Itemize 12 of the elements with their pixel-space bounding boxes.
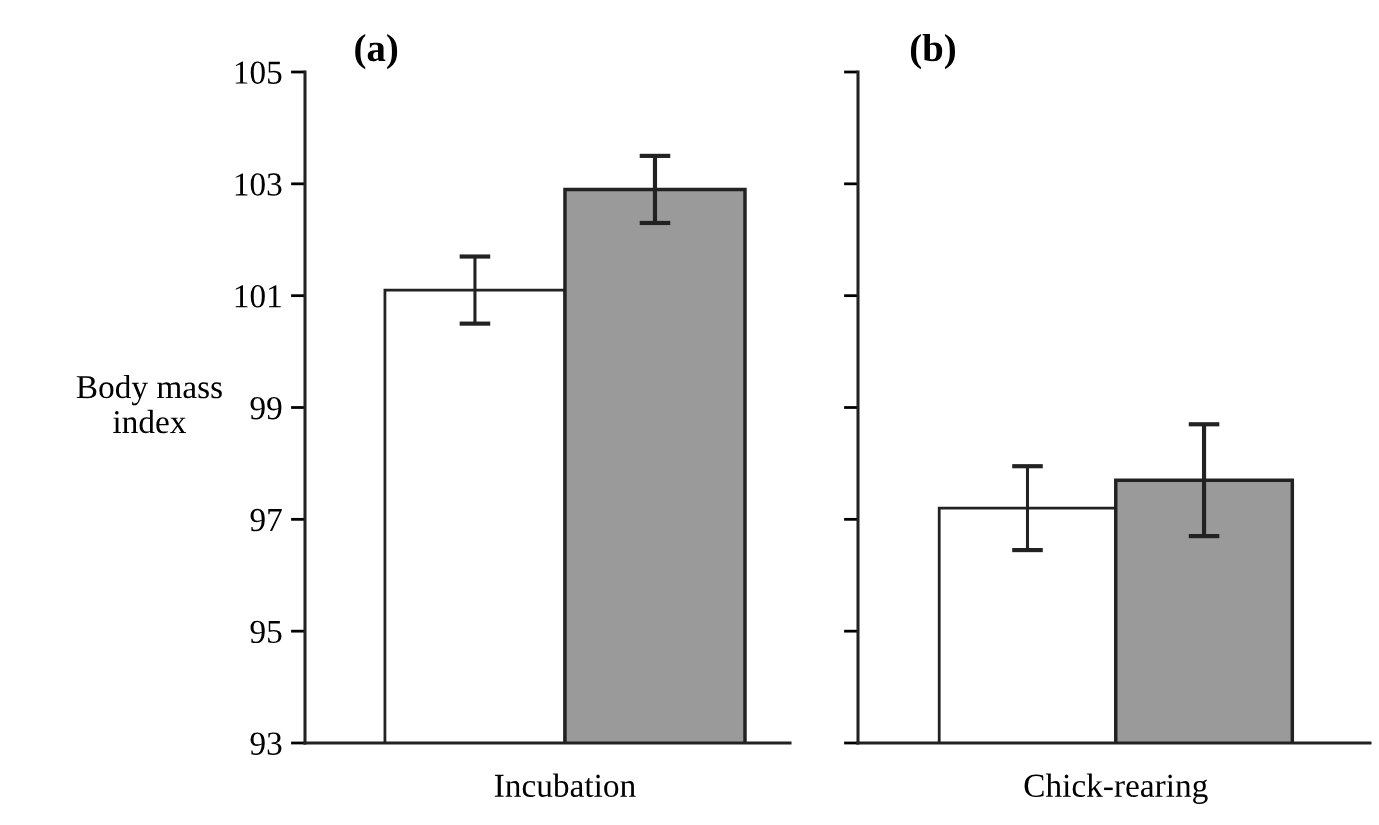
y-tick-label: 93 <box>250 732 282 755</box>
y-tick-label: 99 <box>250 396 282 420</box>
x-tick-label: Incubation <box>494 773 636 798</box>
y-tick-label: 103 <box>235 173 282 196</box>
y-tick-label: 95 <box>250 620 282 644</box>
y-axis-title: Body mass index <box>76 374 222 434</box>
x-tick-label: Chick-rearing <box>1024 773 1208 804</box>
chart-title: (a) <box>355 33 398 70</box>
chart-title: (b) <box>910 33 956 70</box>
y-tick-label: 105 <box>235 61 282 84</box>
y-tick-label: 101 <box>235 285 281 308</box>
y-tick-label: 97 <box>250 508 282 532</box>
